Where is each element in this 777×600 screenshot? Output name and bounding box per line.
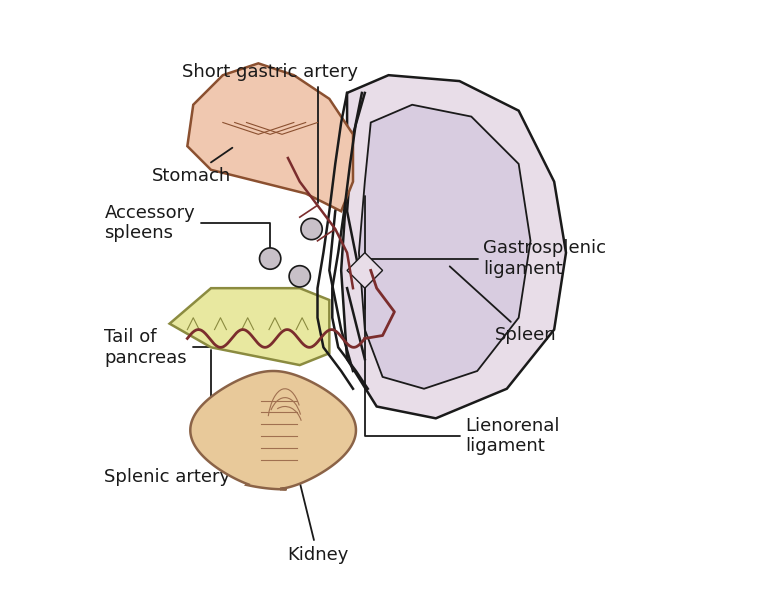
Polygon shape bbox=[359, 105, 531, 389]
Text: Splenic artery: Splenic artery bbox=[104, 350, 231, 487]
Polygon shape bbox=[190, 371, 356, 490]
Circle shape bbox=[301, 218, 322, 239]
Text: Spleen: Spleen bbox=[450, 266, 556, 344]
Circle shape bbox=[289, 266, 310, 287]
Text: Lienorenal
ligament: Lienorenal ligament bbox=[365, 196, 560, 455]
Text: Kidney: Kidney bbox=[274, 377, 348, 563]
Polygon shape bbox=[341, 75, 566, 418]
Text: Accessory
spleens: Accessory spleens bbox=[104, 203, 270, 256]
Text: Tail of
pancreas: Tail of pancreas bbox=[104, 320, 241, 367]
Circle shape bbox=[260, 248, 280, 269]
Polygon shape bbox=[169, 288, 329, 365]
Polygon shape bbox=[347, 253, 382, 288]
Text: Gastrosplenic
ligament: Gastrosplenic ligament bbox=[365, 239, 606, 309]
Polygon shape bbox=[187, 64, 353, 211]
Text: Short gastric artery: Short gastric artery bbox=[182, 64, 358, 203]
Text: Stomach: Stomach bbox=[152, 148, 232, 185]
